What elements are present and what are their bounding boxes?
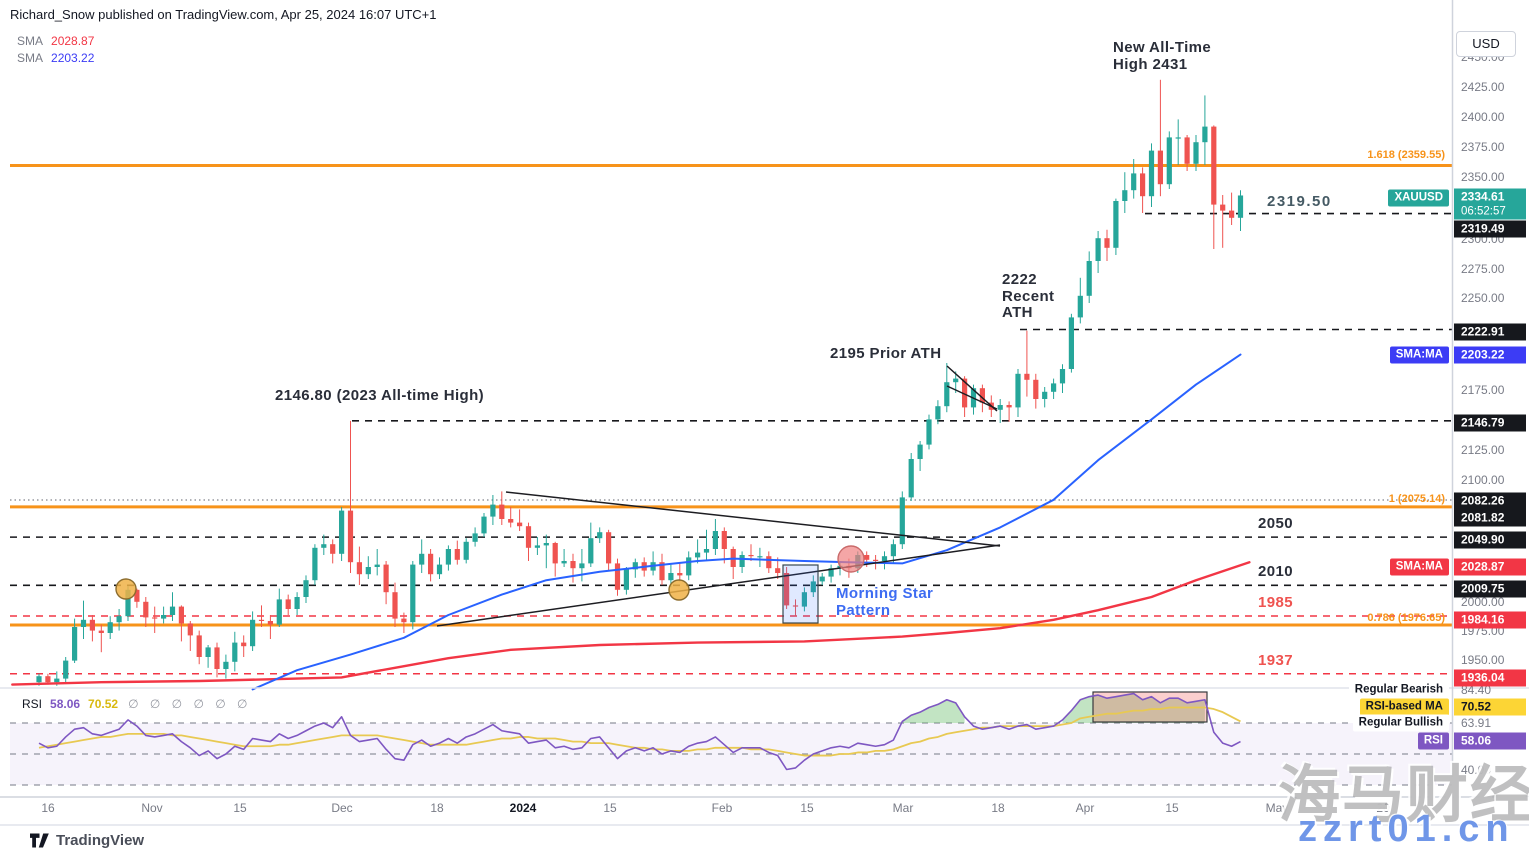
separators <box>0 0 1529 826</box>
level-lines <box>10 164 1452 675</box>
watermark-url-text: zzrt01.cn <box>1298 808 1515 850</box>
tradingview-brand-text[interactable]: TradingView <box>56 832 145 849</box>
sma-50-line <box>251 353 1242 691</box>
drawing-tools <box>115 365 1001 627</box>
rsi-ma-line <box>38 706 1241 757</box>
candles <box>36 79 1244 686</box>
tradingview-logo-icon[interactable] <box>30 832 50 854</box>
sma-200-line <box>11 561 1251 686</box>
rsi-overbought-fill <box>902 693 1205 723</box>
currency-selector-button[interactable]: USD <box>1456 31 1516 57</box>
rsi-line <box>38 692 1241 771</box>
footer-bar: TradingView <box>0 826 1529 857</box>
watermark-cn-text: 海马财经 <box>1278 761 1529 830</box>
